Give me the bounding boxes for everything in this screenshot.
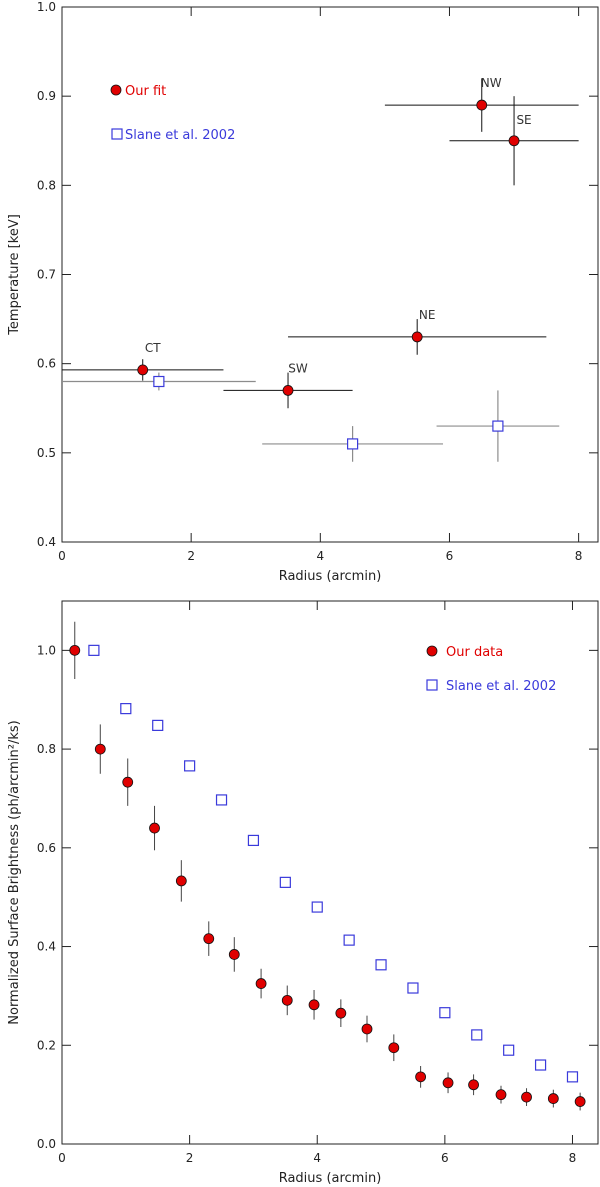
slane-temperature-point bbox=[492, 420, 504, 432]
data-brightness-point bbox=[175, 875, 187, 887]
legend-slane-label: Slane et al. 2002 bbox=[125, 128, 235, 143]
slane-temperature-point bbox=[347, 438, 359, 450]
legend-slane-marker bbox=[111, 128, 123, 140]
sb-y-tick-label: 0.8 bbox=[37, 742, 56, 756]
data-brightness-point bbox=[361, 1023, 373, 1035]
slane-brightness-point bbox=[343, 934, 355, 946]
slane-brightness-point bbox=[311, 901, 323, 913]
fit-temperature-point bbox=[411, 331, 423, 343]
fit-temperature-point bbox=[508, 135, 520, 147]
sb-y-tick-label: 0.6 bbox=[37, 841, 56, 855]
slane-brightness-point bbox=[184, 760, 196, 772]
data-brightness-point bbox=[335, 1007, 347, 1019]
slane-brightness-point bbox=[215, 794, 228, 806]
temp-x-axis-label: Radius (arcmin) bbox=[279, 569, 382, 584]
temp-y-tick-label: 0.5 bbox=[37, 446, 56, 460]
legend-slane-marker bbox=[426, 679, 438, 691]
temp-x-tick-label: 6 bbox=[446, 549, 454, 563]
region-label-nw: NW bbox=[481, 76, 502, 90]
temp-x-tick-label: 0 bbox=[58, 549, 66, 563]
sb-y-tick-label: 1.0 bbox=[37, 643, 56, 657]
temp-y-axis-label: Temperature [keV] bbox=[7, 214, 22, 336]
region-label-ne: NE bbox=[419, 308, 436, 322]
data-brightness-point bbox=[94, 743, 106, 755]
temp-x-tick-label: 2 bbox=[187, 549, 195, 563]
data-brightness-point bbox=[308, 999, 320, 1011]
slane-brightness-point bbox=[88, 644, 100, 656]
data-brightness-point bbox=[521, 1091, 532, 1103]
data-brightness-point bbox=[468, 1079, 479, 1091]
legend-data-label: Our data bbox=[446, 645, 503, 660]
slane-brightness-point bbox=[279, 876, 291, 888]
legend-data-marker bbox=[426, 645, 438, 657]
region-label-sw: SW bbox=[288, 361, 308, 375]
temp-x-tick-label: 4 bbox=[316, 549, 324, 563]
sb-y-tick-label: 0.0 bbox=[37, 1137, 56, 1151]
data-brightness-point bbox=[388, 1042, 400, 1054]
legend-slane-label: Slane et al. 2002 bbox=[446, 679, 556, 694]
data-brightness-point bbox=[203, 933, 215, 945]
slane-brightness-point bbox=[439, 1007, 451, 1019]
sb-x-tick-label: 8 bbox=[569, 1151, 577, 1165]
sb-x-tick-label: 2 bbox=[186, 1151, 194, 1165]
slane-brightness-point bbox=[566, 1071, 579, 1083]
sb-y-axis-label: Normalized Surface Brightness (ph/arcmin… bbox=[7, 720, 22, 1024]
data-brightness-point bbox=[228, 949, 240, 960]
sb-x-axis-label: Radius (arcmin) bbox=[279, 1171, 382, 1186]
data-brightness-point bbox=[547, 1093, 559, 1104]
data-brightness-point bbox=[281, 994, 293, 1006]
slane-brightness-point bbox=[247, 834, 260, 847]
data-brightness-point bbox=[415, 1071, 427, 1083]
data-brightness-point bbox=[442, 1077, 454, 1089]
fit-temperature-point bbox=[476, 99, 488, 111]
temp-y-tick-label: 0.7 bbox=[37, 268, 56, 282]
sb-x-tick-label: 6 bbox=[441, 1151, 449, 1165]
brightness-chart: 0 2 4 6 8 0.0 0.2 0.4 0.6 0.8 1.0 Radius (arcmin) No… bbox=[7, 600, 599, 1186]
region-label-ct: CT bbox=[145, 341, 161, 355]
temperature-chart: 0 2 4 6 8 0.4 0.5 0.6 0.7 0.8 0.9 1.0 Radius (arcmin… bbox=[7, 0, 599, 584]
data-brightness-point bbox=[255, 978, 267, 989]
slane-brightness-point bbox=[375, 959, 387, 971]
data-brightness-point bbox=[149, 822, 160, 834]
legend-fit-label: Our fit bbox=[125, 84, 166, 99]
slane-brightness-point bbox=[407, 982, 419, 994]
sb-y-tick-label: 0.4 bbox=[37, 940, 56, 954]
data-brightness-point bbox=[574, 1096, 586, 1107]
fit-temperature-point bbox=[282, 385, 294, 396]
legend-fit-marker bbox=[110, 84, 122, 96]
temp-x-tick-label: 8 bbox=[575, 549, 583, 563]
slane-temperature-point bbox=[153, 375, 165, 388]
sb-x-tick-label: 0 bbox=[58, 1151, 66, 1165]
temp-y-tick-label: 0.9 bbox=[37, 89, 56, 103]
sb-plot-frame bbox=[61, 600, 599, 1145]
data-brightness-point bbox=[122, 776, 134, 788]
slane-brightness-point bbox=[534, 1059, 547, 1071]
temp-y-tick-label: 1.0 bbox=[37, 0, 56, 14]
slane-brightness-point bbox=[471, 1029, 483, 1041]
region-label-se: SE bbox=[516, 113, 531, 127]
slane-brightness-point bbox=[503, 1044, 515, 1056]
fit-temperature-point bbox=[137, 364, 149, 376]
data-brightness-point bbox=[69, 644, 81, 656]
temp-y-tick-label: 0.6 bbox=[37, 357, 56, 371]
slane-brightness-point bbox=[120, 703, 132, 715]
data-brightness-point bbox=[495, 1089, 507, 1101]
slane-brightness-point bbox=[152, 719, 164, 731]
sb-y-tick-label: 0.2 bbox=[37, 1038, 56, 1052]
temp-y-tick-label: 0.4 bbox=[37, 535, 56, 549]
sb-x-tick-label: 4 bbox=[313, 1151, 321, 1165]
temp-y-tick-label: 0.8 bbox=[37, 178, 56, 192]
